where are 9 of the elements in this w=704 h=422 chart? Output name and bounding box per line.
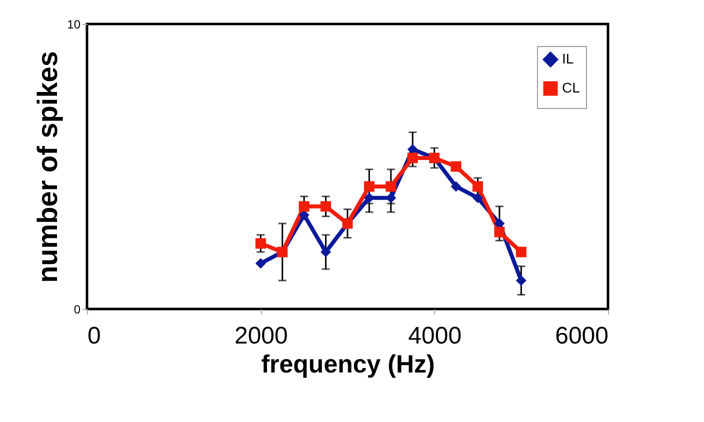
y-axis-title: number of spikes xyxy=(32,51,64,283)
x-tick-label: 4000 xyxy=(408,322,462,350)
legend-label: CL xyxy=(562,80,580,96)
x-tick-label: 6000 xyxy=(555,322,608,350)
x-tick-label: 0 xyxy=(88,322,101,350)
x-tick-label: 2000 xyxy=(234,322,288,350)
y-tick-label: 10 xyxy=(67,18,81,32)
x-axis-title: frequency (Hz) xyxy=(261,350,435,378)
legend-label: IL xyxy=(562,50,574,66)
